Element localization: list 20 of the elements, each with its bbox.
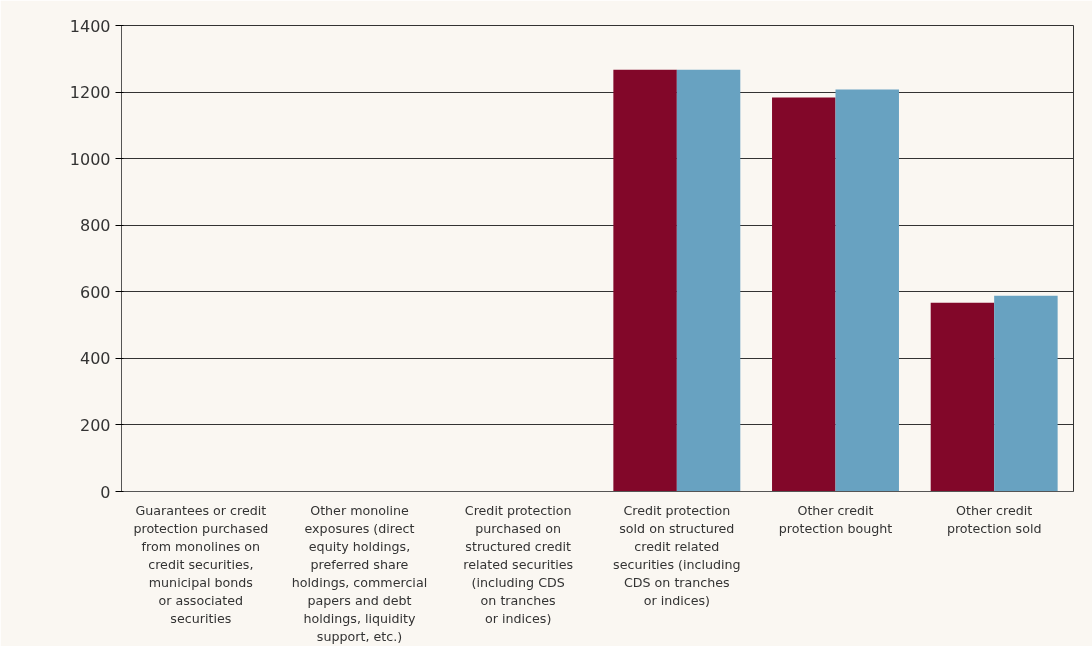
bar [835,89,899,492]
y-tick-label: 1000 [69,149,111,169]
y-tick-label: 0 [100,482,111,502]
bar [994,295,1058,492]
y-tick-label: 400 [79,349,111,369]
y-tick-label: 800 [79,216,111,236]
y-tick-label: 200 [79,415,111,435]
bar [930,302,995,492]
bar [676,69,741,492]
bar [613,69,677,492]
x-tick-label: Credit protection sold on structured credit related securities (including CDS on tranches or indices) [613,502,741,608]
x-tick-label: Other credit protection bought [778,502,893,536]
bar [772,97,836,492]
y-tick-label: 1200 [69,83,111,103]
x-tick-label: Credit protection purchased on structured credit related securities (including CDS on tranches or indices) [463,502,574,626]
y-tick-label: 1400 [69,16,111,36]
x-tick-label: Other credit protection sold [946,502,1042,536]
x-tick-label: Other monoline exposures (direct equity holdings, preferred share holdings, commercial papers and debt holdings, liquidity support, etc.) [291,502,428,644]
y-tick-label: 600 [79,282,111,302]
x-tick-label: Guarantees or credit protection purchased from monolines on credit securities, municipal bonds or associated securities [133,502,269,626]
